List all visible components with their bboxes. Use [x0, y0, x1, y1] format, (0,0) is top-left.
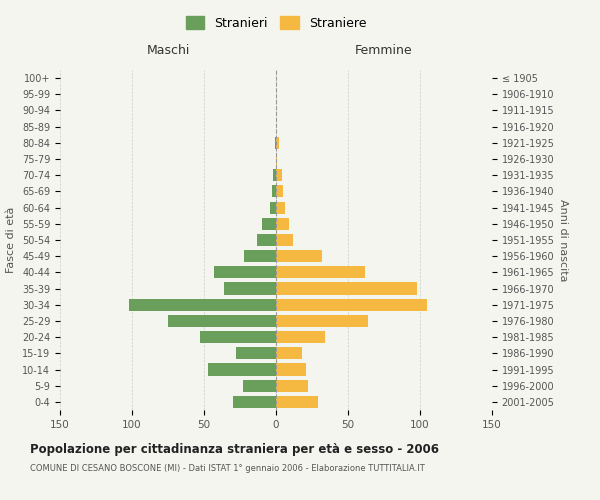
Bar — [276, 169, 282, 181]
Y-axis label: Fasce di età: Fasce di età — [7, 207, 16, 273]
Bar — [276, 380, 308, 392]
Bar — [276, 218, 289, 230]
Bar — [129, 298, 276, 311]
Text: Maschi: Maschi — [146, 44, 190, 57]
Bar — [224, 282, 276, 294]
Bar — [276, 298, 427, 311]
Text: Femmine: Femmine — [355, 44, 413, 57]
Bar — [272, 186, 276, 198]
Text: COMUNE DI CESANO BOSCONE (MI) - Dati ISTAT 1° gennaio 2006 - Elaborazione TUTTIT: COMUNE DI CESANO BOSCONE (MI) - Dati IST… — [30, 464, 425, 473]
Bar — [214, 266, 276, 278]
Bar — [276, 396, 318, 408]
Text: Popolazione per cittadinanza straniera per età e sesso - 2006: Popolazione per cittadinanza straniera p… — [30, 442, 439, 456]
Y-axis label: Anni di nascita: Anni di nascita — [559, 198, 568, 281]
Bar — [257, 234, 276, 246]
Bar — [273, 169, 276, 181]
Bar — [275, 137, 276, 149]
Bar — [276, 364, 306, 376]
Bar — [243, 380, 276, 392]
Bar — [262, 218, 276, 230]
Bar — [276, 266, 365, 278]
Bar — [276, 234, 293, 246]
Bar — [200, 331, 276, 343]
Bar — [276, 202, 284, 213]
Bar — [236, 348, 276, 360]
Bar — [168, 315, 276, 327]
Bar — [276, 186, 283, 198]
Bar — [276, 348, 302, 360]
Bar — [208, 364, 276, 376]
Bar — [276, 331, 325, 343]
Bar — [276, 153, 277, 165]
Bar — [276, 315, 368, 327]
Bar — [244, 250, 276, 262]
Bar — [276, 137, 279, 149]
Bar — [276, 250, 322, 262]
Bar — [270, 202, 276, 213]
Bar — [276, 282, 417, 294]
Bar — [233, 396, 276, 408]
Legend: Stranieri, Straniere: Stranieri, Straniere — [181, 11, 371, 35]
